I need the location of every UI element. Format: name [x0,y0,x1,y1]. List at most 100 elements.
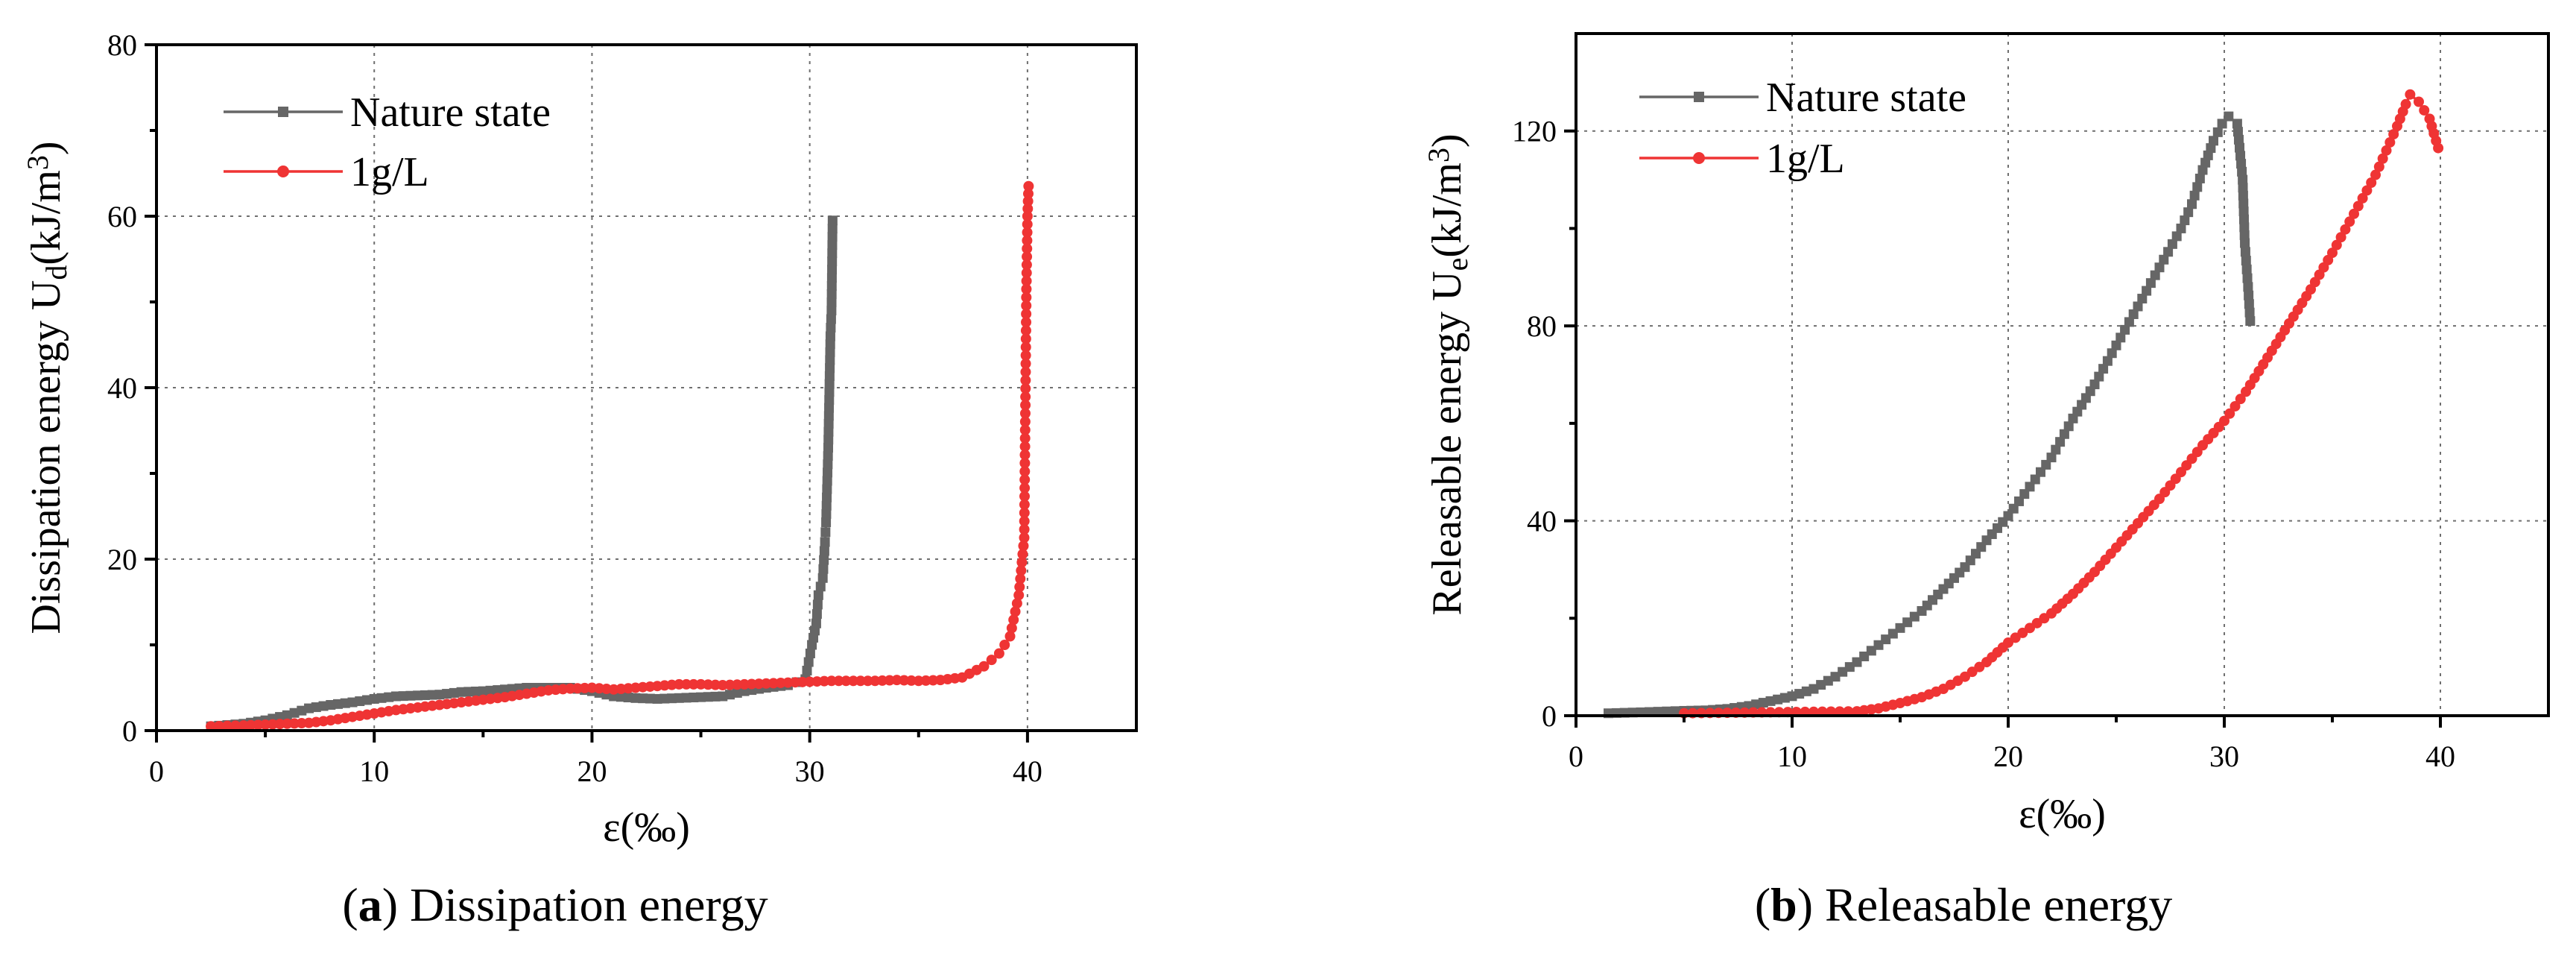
data-point [1670,706,1680,716]
y-tick-label: 40 [1527,505,1557,538]
data-point [2154,262,2165,273]
data-point [2232,127,2243,137]
data-point [823,443,834,453]
data-point [805,649,815,658]
data-point [2361,185,2373,196]
legend-label: 1g/L [350,149,429,195]
x-tick-label: 10 [1777,740,1807,773]
data-point [1020,383,1031,394]
data-point [2232,119,2242,129]
data-point [820,537,830,547]
data-point [2217,119,2227,129]
data-point [823,426,834,437]
data-point [855,675,866,687]
data-point [2384,136,2396,148]
data-point [2352,201,2364,212]
data-point [2244,299,2254,309]
data-point [1843,706,1854,717]
data-point [2230,400,2241,412]
data-point [2340,224,2351,235]
data-point [2102,356,2113,366]
data-point [1006,623,1017,634]
data-point [2239,230,2250,240]
data-point [826,323,836,333]
data-point [2189,190,2200,201]
panel-b-caption: (b) Releasable energy [1755,878,2172,931]
data-point [1653,707,1663,717]
data-point [824,394,835,405]
x-tick-label: 20 [1993,740,2023,773]
data-point [1019,482,1031,494]
data-point [1022,243,1033,254]
data-point [2357,192,2368,204]
panel-a-caption-letter: a [358,878,382,931]
data-point [2239,222,2250,233]
x-tick-label: 20 [577,754,607,788]
panel-a-ylabel-main: Dissipation energy U [23,280,69,634]
data-point [811,609,822,620]
data-point [825,347,835,357]
data-point [1020,333,1031,344]
data-point [2163,247,2174,257]
data-point [214,720,225,731]
panel-a-dissipation-energy: 0 10 20 30 40 0 20 40 60 80 Nature state 1g/L ε(‰)… [21,28,1138,931]
data-point [2235,394,2246,405]
data-point [1019,441,1031,452]
data-point [826,675,837,687]
panel-a-grid [156,45,1136,731]
y-tick-label: 20 [107,543,137,576]
data-point [674,678,685,690]
series-nature-state [206,215,838,731]
data-point [2128,309,2139,319]
data-point [2237,166,2247,177]
data-point [2111,340,2121,350]
data-point [1020,375,1031,386]
data-point [1019,466,1031,477]
data-point [811,618,821,628]
legend-label: 1g/L [1766,136,1845,182]
data-point [824,371,835,381]
data-point [1022,203,1034,214]
data-point [2167,239,2177,249]
data-point [841,675,852,687]
data-point [827,215,838,226]
data-point [2244,290,2254,300]
x-tick-label: 30 [795,754,825,788]
data-point [822,492,832,502]
data-point [2019,489,2030,500]
data-point [2349,208,2359,219]
data-point [2025,482,2035,492]
data-point [823,435,834,445]
data-point [1021,283,1032,294]
data-point [1020,366,1031,377]
data-point [221,720,232,731]
data-point [1020,325,1031,336]
data-point [2381,145,2392,156]
data-point [833,675,844,687]
data-point [2224,111,2234,122]
data-point [1019,408,1031,419]
data-point [1021,275,1032,286]
data-point [1017,549,1028,560]
series-nature-state [1604,111,2256,719]
data-point [2137,294,2148,304]
data-point [1022,188,1034,199]
data-point [2200,157,2211,168]
data-point [2183,207,2194,218]
data-point [824,379,835,389]
data-point [1022,211,1033,221]
data-point [812,599,823,610]
data-point [2370,169,2381,180]
panel-a-ylabel-superscript: 3 [21,155,54,170]
data-point [2098,364,2109,374]
panel-b-caption-text: Releasable energy [1825,878,2172,931]
data-point [2180,215,2190,226]
data-point [681,678,692,690]
data-point [825,339,835,350]
data-point [2046,453,2057,463]
data-point [1021,309,1032,320]
data-point [1020,341,1031,353]
y-tick-label: 120 [1512,115,1557,148]
